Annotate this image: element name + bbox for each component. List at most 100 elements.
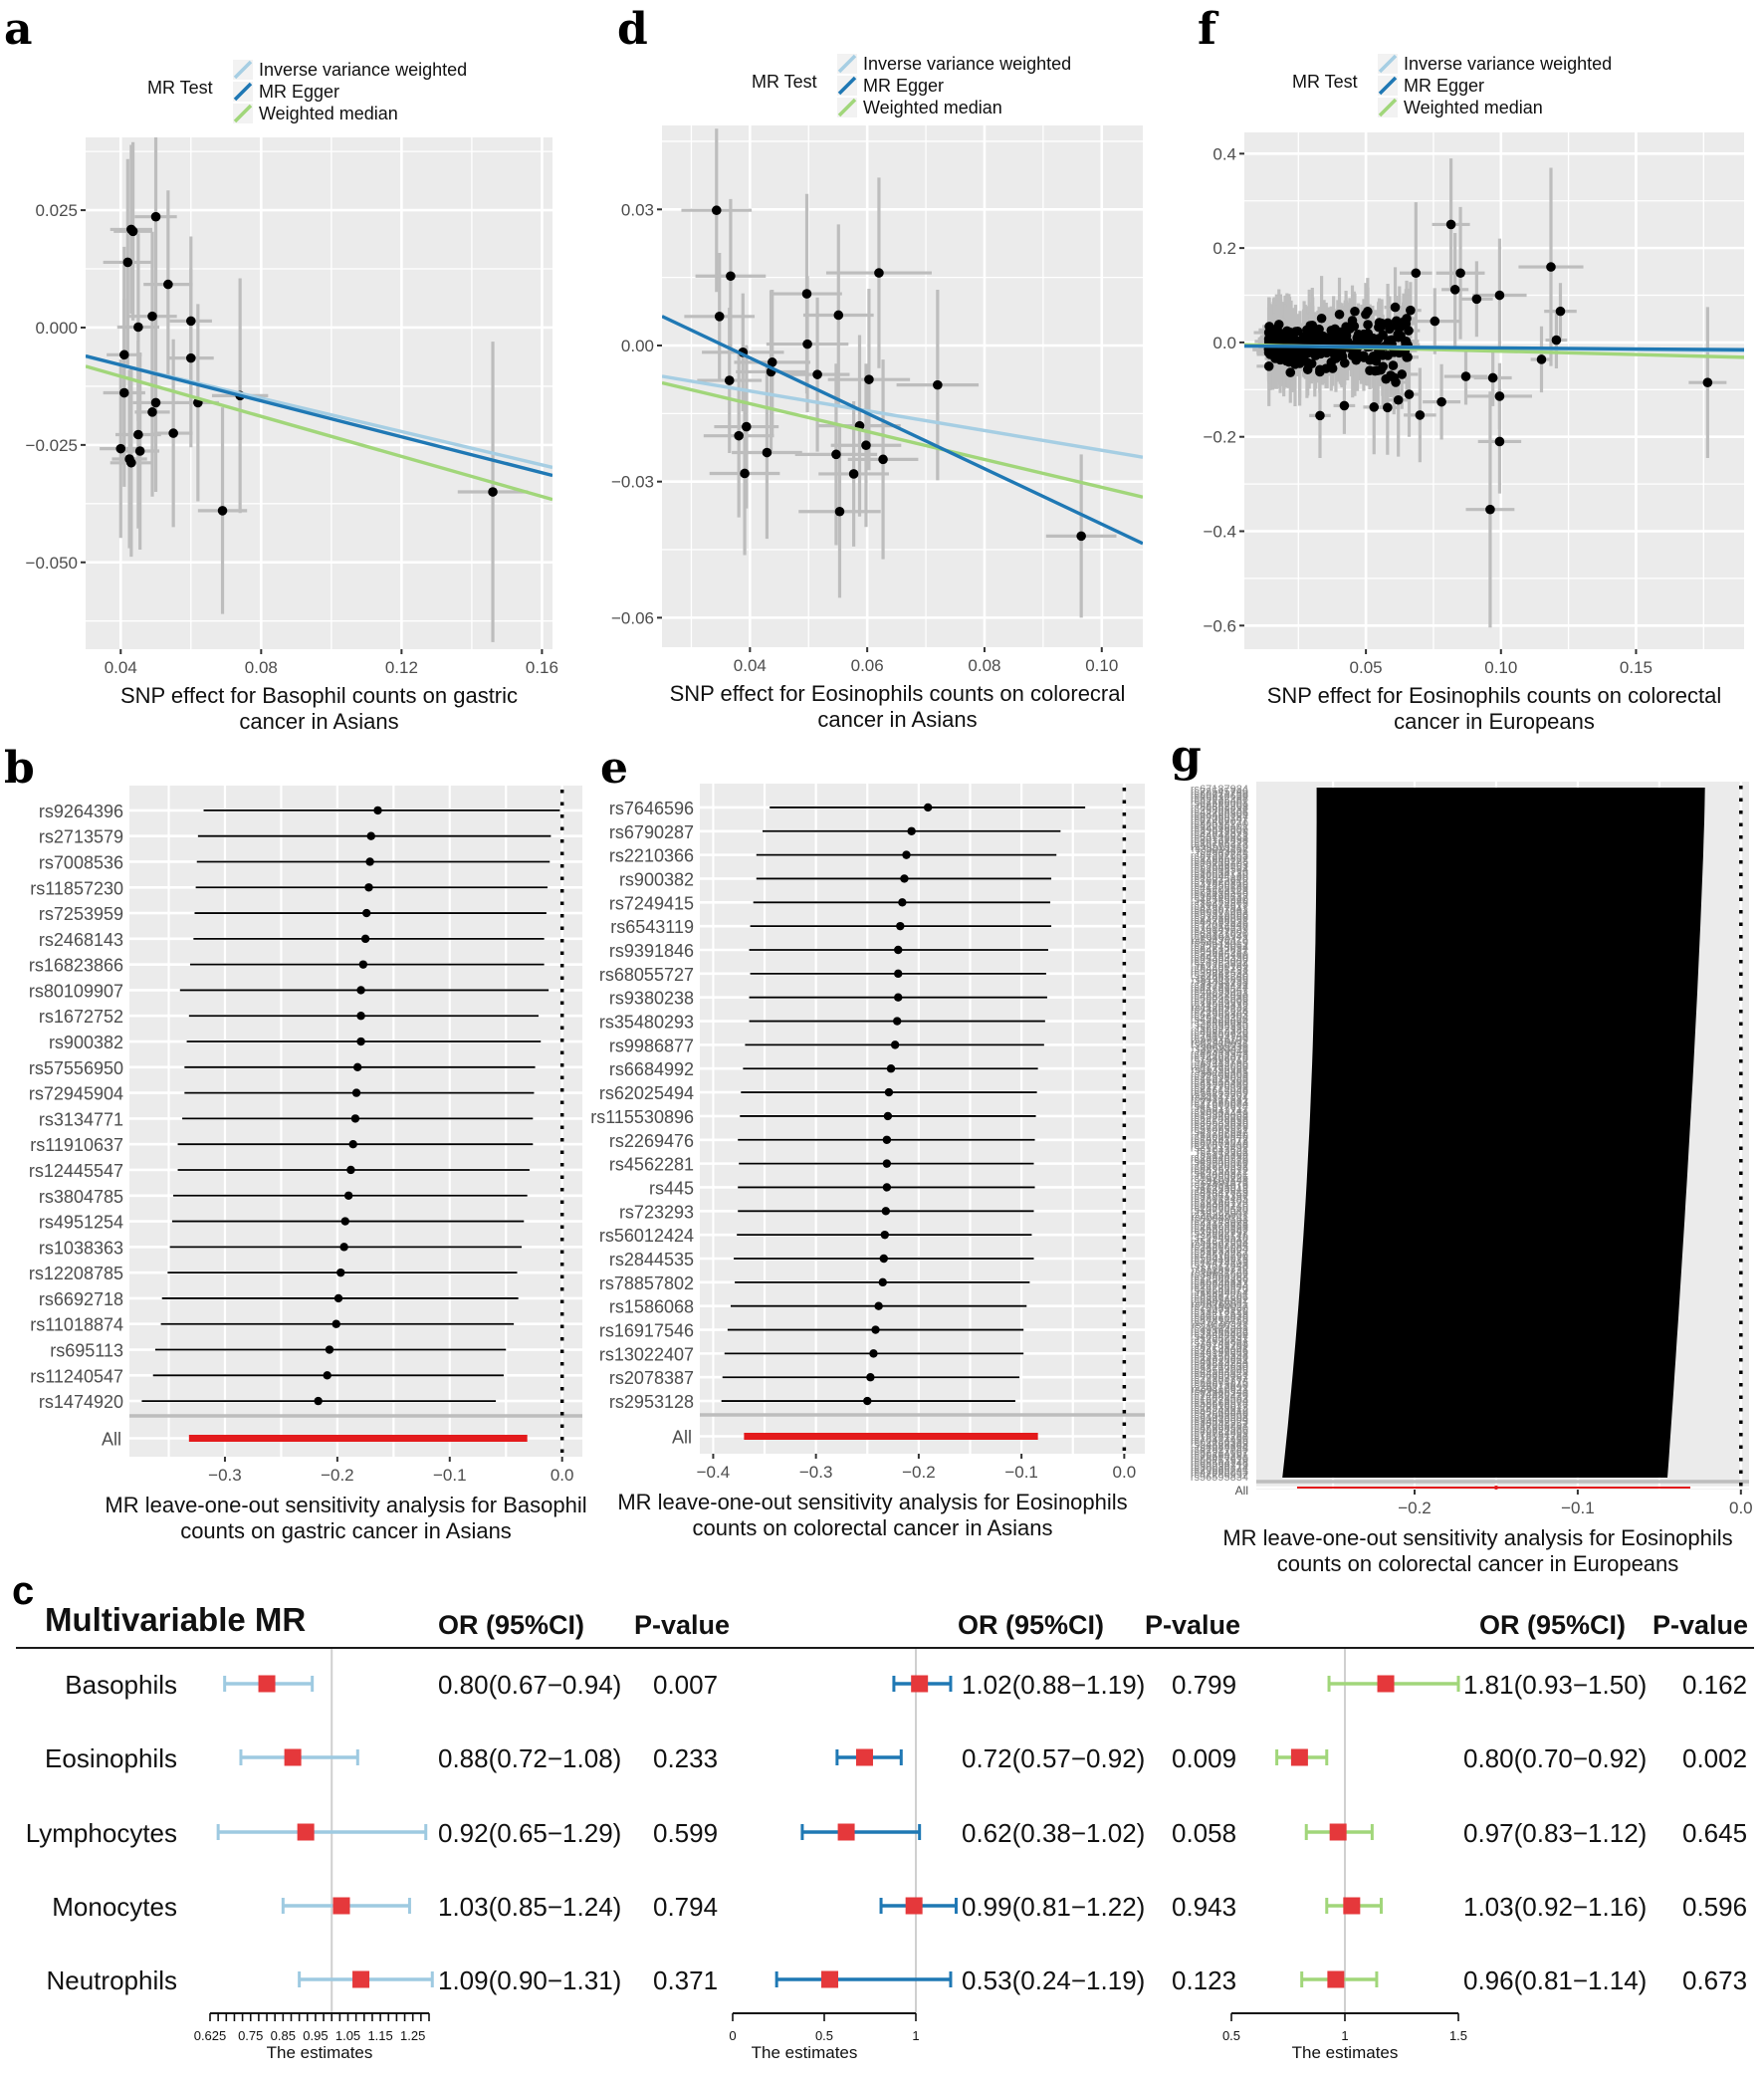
snp-label: rs82419011	[1192, 1037, 1248, 1048]
snp-label: rs15340058	[1191, 1110, 1248, 1122]
estimate-point	[863, 1396, 872, 1406]
snp-label: rs83840579	[1191, 1154, 1248, 1166]
snp-label: rs33220705	[1191, 857, 1248, 869]
snp-label: rs51411835	[1192, 975, 1248, 987]
snp-label: rs49584045	[1191, 1366, 1248, 1378]
x-tick-label: 0.85	[271, 2028, 296, 2043]
estimate-point	[882, 1159, 892, 1168]
y-tick-label: 0.0	[1213, 334, 1236, 352]
estimate-point	[343, 1191, 353, 1200]
snp-label: rs50253529	[1191, 1456, 1248, 1468]
snp-label: rs73615804	[1191, 1244, 1248, 1256]
snp-label: rs22069863	[1191, 1221, 1248, 1233]
snp-label: rs32881240	[1191, 970, 1248, 982]
x-tick-label: 0.15	[1620, 658, 1653, 677]
x-axis-title: SNP effect for Eosinophils counts on col…	[1267, 683, 1722, 708]
or-ci-text: 0.53(0.24−1.19)	[962, 1965, 1145, 1995]
snp-label: rs42256198	[1191, 880, 1248, 892]
snp-label: rs44648021	[1191, 829, 1248, 841]
panel-label-e: e	[600, 743, 628, 794]
or-ci-text: 1.09(0.90−1.31)	[438, 1965, 621, 1995]
snp-label: rs7061770	[1197, 1263, 1248, 1274]
snp-label: rs900382	[49, 1033, 123, 1052]
regression-line-weighted-median	[86, 364, 552, 502]
snp-label: rs2843696	[1197, 846, 1248, 858]
data-point	[1345, 324, 1355, 335]
dense-ci-band	[1282, 788, 1705, 1478]
data-point	[147, 311, 157, 322]
estimate-point	[900, 874, 909, 883]
snp-label: rs15627707	[1191, 1089, 1248, 1101]
or-square	[332, 1897, 350, 1915]
row-label: Neutrophils	[46, 1965, 177, 1995]
header-or: OR (95%CI)	[438, 1610, 584, 1640]
data-point	[1411, 268, 1422, 279]
x-tick-label: 1	[912, 2028, 919, 2043]
x-tick-label: 0.5	[1222, 2028, 1240, 2043]
snp-label: rs35480293	[599, 1013, 694, 1033]
data-point	[1406, 305, 1416, 316]
snp-label: rs37324109	[1191, 1035, 1248, 1046]
data-point	[1436, 396, 1446, 407]
data-point	[1363, 329, 1374, 339]
snp-label: rs2800861	[1197, 1170, 1248, 1182]
snp-label: rs2567741	[1197, 848, 1248, 860]
estimate-point	[879, 1254, 888, 1264]
data-point	[1315, 410, 1325, 421]
data-point	[801, 289, 812, 299]
snp-label: rs1483738	[1197, 977, 1248, 989]
snp-label: rs20168104	[1191, 1196, 1248, 1208]
snp-label: rs44613840	[1191, 1379, 1248, 1391]
or-ci-text: 1.03(0.85−1.24)	[438, 1892, 621, 1922]
estimate-point	[886, 1064, 896, 1073]
snp-label: rs84401793	[1191, 963, 1248, 975]
mv-title: Multivariable MR	[45, 1601, 306, 1638]
snp-label: rs37917375	[1191, 827, 1248, 839]
pvalue-text: 0.794	[653, 1892, 718, 1922]
snp-label: rs12445547	[29, 1161, 123, 1181]
y-tick-label: −0.025	[26, 436, 78, 455]
data-point	[150, 397, 161, 408]
snp-label: rs7858141	[1197, 1333, 1248, 1345]
y-tick-label: −0.4	[1203, 523, 1236, 542]
snp-label: rs42297667	[1191, 1126, 1248, 1138]
leave-one-out-plot-e: rs7646596 rs6790287 rs2210366 rs900382 rs724…	[590, 784, 1145, 1540]
snp-label: rs5158369	[1197, 1149, 1248, 1161]
snp-label: rs71249071	[1191, 1216, 1248, 1228]
pvalue-text: 0.371	[653, 1965, 718, 1995]
regression-line-weighted-median	[662, 380, 1143, 499]
snp-label: rs6790287	[609, 822, 694, 842]
snp-label: rs78857802	[599, 1273, 694, 1293]
snp-label: rs39385507	[1191, 1270, 1248, 1281]
snp-label: rs44452836	[1191, 917, 1248, 929]
snp-label: rs58668578	[1191, 1398, 1248, 1410]
snp-label: rs62286386	[1191, 1437, 1248, 1449]
estimate-point	[880, 1230, 890, 1240]
panel-label-f: f	[1198, 4, 1216, 55]
data-point	[1290, 327, 1301, 337]
x-tick-label: 0	[729, 2028, 736, 2043]
snp-label: rs70253834	[1191, 959, 1248, 971]
snp-label: rs71385633	[1191, 1096, 1248, 1108]
data-point	[742, 421, 752, 432]
snp-label: rs52299219	[1191, 1460, 1248, 1472]
snp-label: rs13198737	[1191, 892, 1248, 904]
snp-label: rs53634281	[1191, 947, 1248, 959]
snp-label: rs4527043	[1197, 1207, 1248, 1219]
snp-label: rs10248752	[1191, 1419, 1248, 1431]
snp-label: rs723293	[619, 1202, 694, 1222]
snp-label: rs35632288	[1191, 793, 1248, 805]
pvalue-text: 0.645	[1682, 1818, 1747, 1848]
snp-label: rs35765322	[1191, 839, 1248, 851]
snp-label: rs15798221	[1191, 836, 1248, 848]
snp-label: rs73726583	[1191, 1317, 1248, 1329]
data-point	[1370, 365, 1381, 376]
or-square	[352, 1970, 370, 1988]
snp-label: rs86638270	[1191, 818, 1248, 830]
snp-label: rs19197111	[1193, 1319, 1248, 1331]
snp-label: rs55398530	[1191, 1423, 1248, 1435]
snp-label: rs33018716	[1191, 866, 1248, 878]
snp-label: rs14080647	[1191, 1226, 1248, 1238]
legend-item-label: Inverse variance weighted	[863, 54, 1071, 74]
snp-label: rs40918617	[1191, 1400, 1248, 1412]
